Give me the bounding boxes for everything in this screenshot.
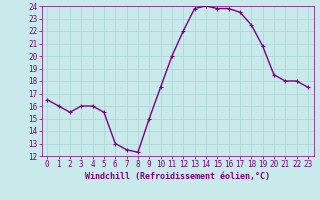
X-axis label: Windchill (Refroidissement éolien,°C): Windchill (Refroidissement éolien,°C) xyxy=(85,172,270,181)
